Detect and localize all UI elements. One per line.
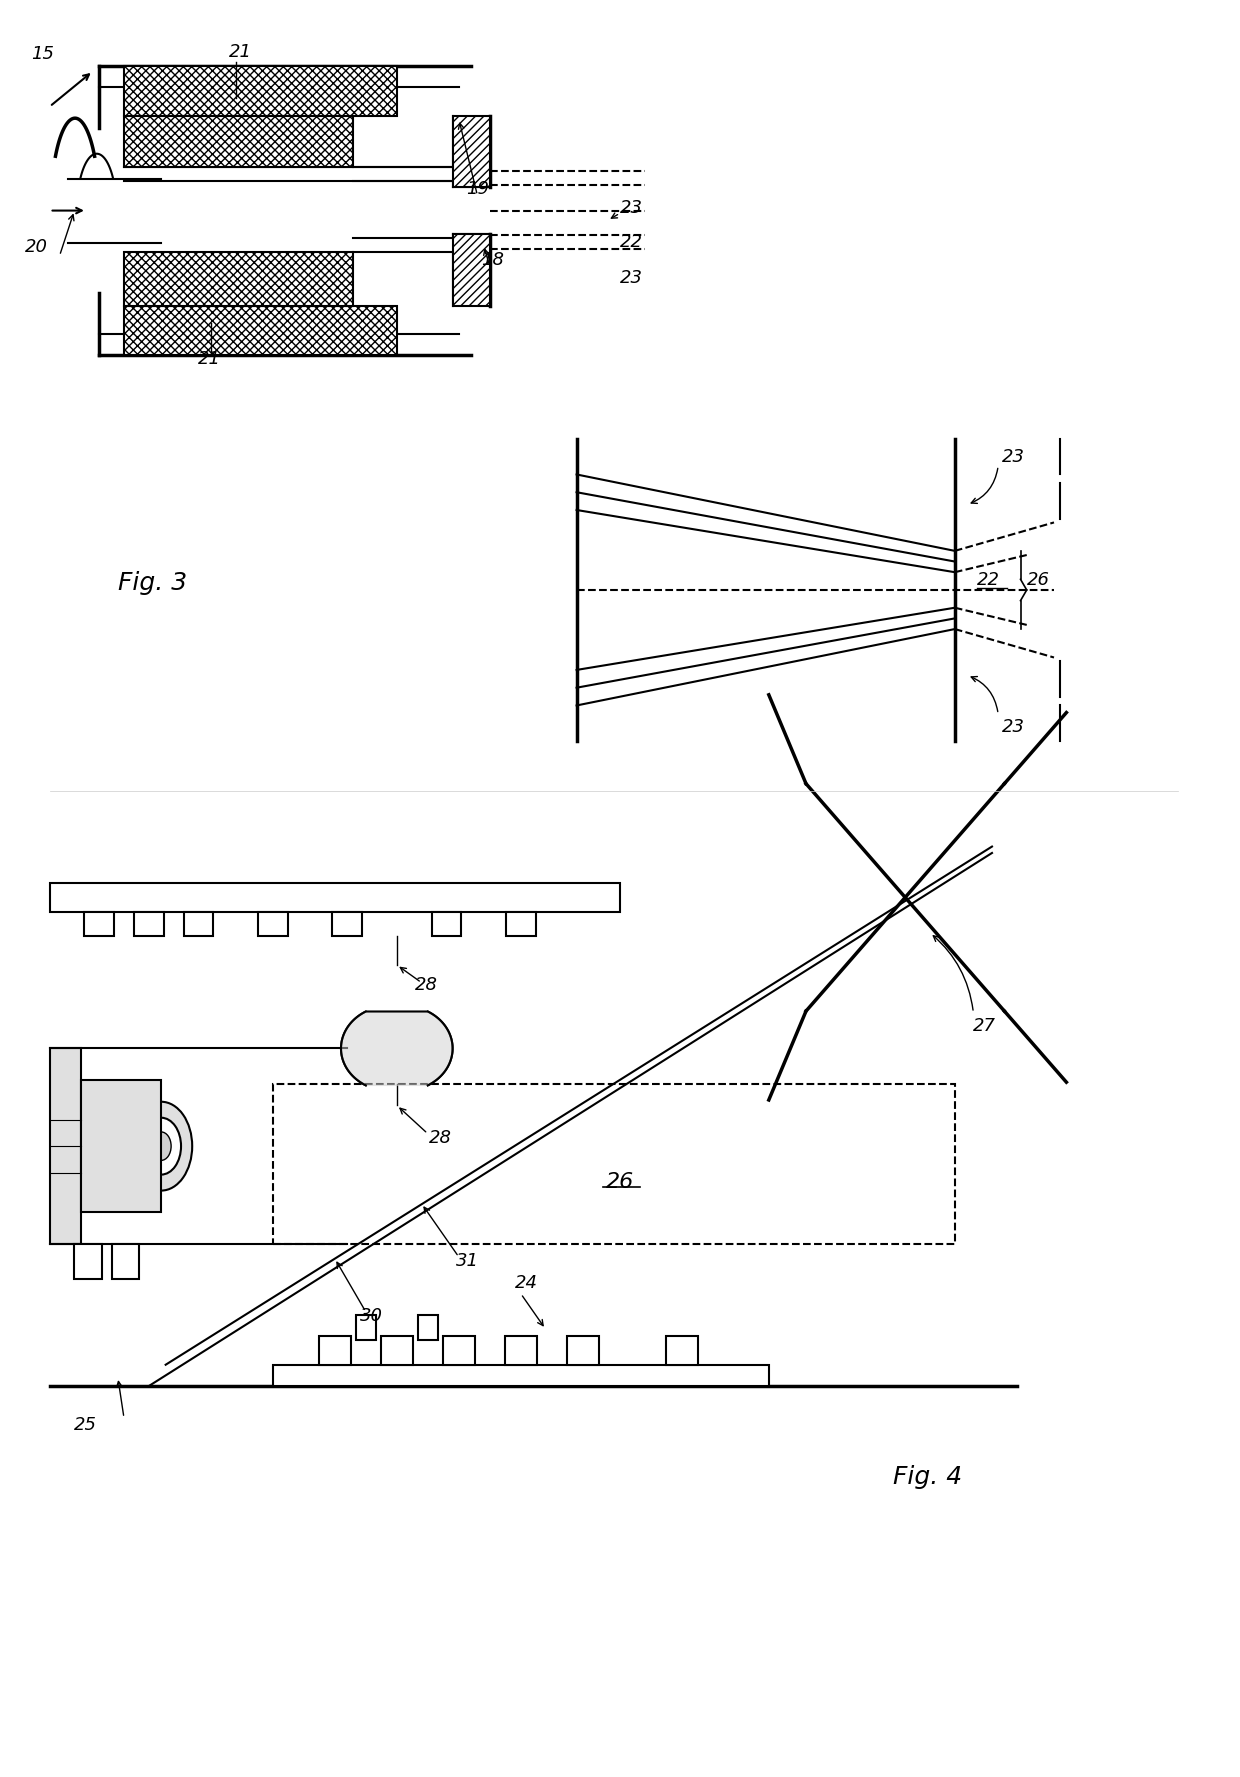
Text: 27: 27 xyxy=(973,1016,997,1034)
Bar xyxy=(50,1048,81,1244)
Circle shape xyxy=(141,1118,181,1175)
Text: 23: 23 xyxy=(620,199,644,217)
Bar xyxy=(112,1244,139,1279)
Text: 22: 22 xyxy=(977,570,1001,588)
Text: 19: 19 xyxy=(466,179,490,197)
Text: 31: 31 xyxy=(456,1251,480,1271)
Bar xyxy=(356,1315,376,1340)
Bar xyxy=(124,116,353,167)
Bar xyxy=(453,233,490,306)
Bar xyxy=(258,912,288,936)
Bar xyxy=(505,1336,537,1365)
Bar xyxy=(666,1336,698,1365)
Text: Fig. 4: Fig. 4 xyxy=(893,1464,962,1489)
Bar xyxy=(124,306,397,355)
Bar xyxy=(432,912,461,936)
Bar xyxy=(81,1080,161,1212)
Text: 15: 15 xyxy=(31,44,55,62)
Bar xyxy=(319,1336,351,1365)
Text: 28: 28 xyxy=(429,1128,453,1146)
Text: 25: 25 xyxy=(74,1416,98,1434)
Text: 23: 23 xyxy=(1002,718,1025,736)
Text: 28: 28 xyxy=(415,976,439,993)
Text: 26: 26 xyxy=(1027,570,1050,588)
Bar xyxy=(273,1084,955,1244)
Bar xyxy=(124,66,397,116)
Text: 22: 22 xyxy=(620,233,644,251)
Bar xyxy=(84,912,114,936)
Bar xyxy=(124,252,353,306)
Bar xyxy=(184,912,213,936)
Bar xyxy=(443,1336,475,1365)
Text: Fig. 3: Fig. 3 xyxy=(118,570,187,595)
Circle shape xyxy=(151,1132,171,1160)
Bar xyxy=(74,1244,102,1279)
Bar xyxy=(50,883,620,912)
Text: 23: 23 xyxy=(620,268,644,286)
Text: 24: 24 xyxy=(515,1274,538,1292)
Text: 21: 21 xyxy=(229,43,253,60)
Text: 21: 21 xyxy=(198,350,222,368)
Text: 18: 18 xyxy=(481,251,505,268)
Text: 26: 26 xyxy=(606,1171,634,1192)
Text: 23: 23 xyxy=(1002,448,1025,466)
Bar xyxy=(381,1336,413,1365)
Circle shape xyxy=(130,1102,192,1191)
Text: 30: 30 xyxy=(360,1306,383,1324)
Text: 20: 20 xyxy=(25,238,48,256)
Bar xyxy=(418,1315,438,1340)
Bar xyxy=(134,912,164,936)
Bar xyxy=(273,1365,769,1386)
Polygon shape xyxy=(341,1011,453,1086)
Bar xyxy=(567,1336,599,1365)
Bar xyxy=(506,912,536,936)
Bar xyxy=(453,116,490,188)
Bar xyxy=(332,912,362,936)
